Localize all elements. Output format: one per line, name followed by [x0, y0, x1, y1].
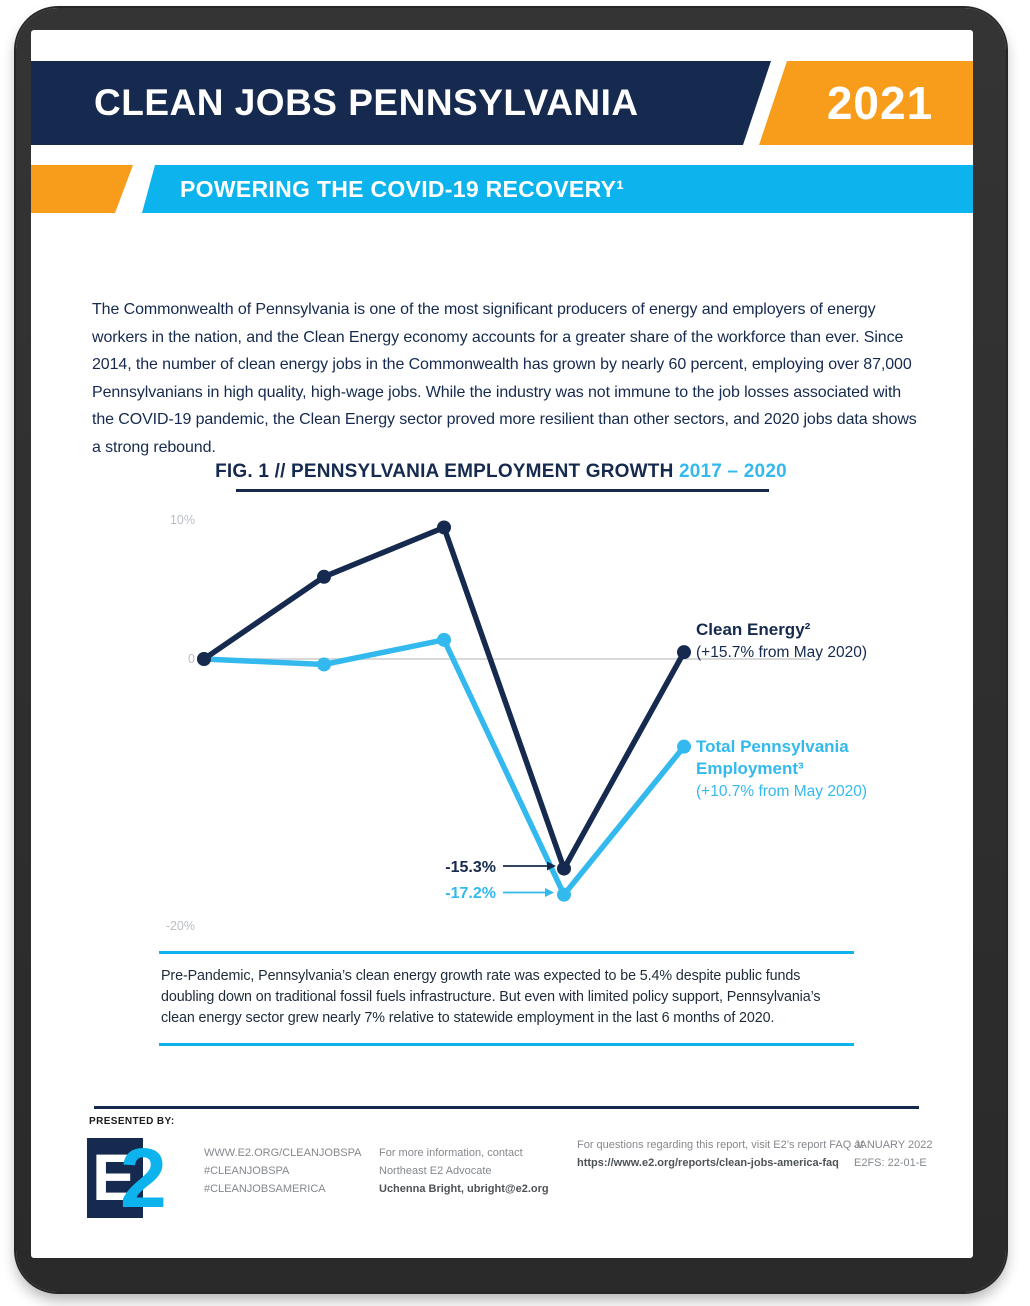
footer-links: WWW.E2.ORG/CLEANJOBSPA #CLEANJOBSPA #CLE… [204, 1144, 362, 1198]
data-point [677, 739, 691, 754]
subtitle-band: POWERING THE COVID-19 RECOVERY¹ [142, 165, 973, 213]
callout-box: Pre-Pandemic, Pennsylvania’s clean energ… [159, 951, 854, 1046]
logo-digit-2: 2 [120, 1131, 167, 1225]
trough-label-total-pa: -17.2% [445, 885, 496, 902]
footer-date: JANUARY 2022 [854, 1139, 933, 1151]
total-pa-label-line2: Employment³ [696, 759, 804, 778]
intro-paragraph: The Commonwealth of Pennsylvania is one … [92, 301, 917, 456]
presented-by-label: PRESENTED BY: [89, 1116, 175, 1127]
line-chart: 10% 0 -20% -15.3% -17.2% Clean Energy² (… [166, 513, 867, 933]
arrow-right-icon [503, 861, 556, 871]
faq-text: For questions regarding this report, vis… [577, 1139, 864, 1151]
hashtag-cleanjobsamerica: #CLEANJOBSAMERICA [204, 1183, 326, 1195]
faq-link[interactable]: https://www.e2.org/reports/clean-jobs-am… [577, 1157, 839, 1169]
clean-energy-note: (+15.7% from May 2020) [696, 644, 867, 661]
year-badge: 2021 [826, 77, 934, 129]
figure-title-years: 2017 – 2020 [679, 461, 787, 482]
footer-divider [94, 1106, 919, 1109]
series-line [203, 636, 687, 900]
contact-line-1: For more information, contact [379, 1147, 523, 1159]
data-point [317, 569, 331, 584]
footer-meta: JANUARY 2022 E2FS: 22-01-E [854, 1136, 932, 1172]
figure-title-underline [236, 489, 769, 492]
data-point [677, 645, 691, 660]
logo-letter-e: E [92, 1140, 137, 1214]
page-title: CLEAN JOBS PENNSYLVANIA [94, 82, 639, 123]
footer-code: E2FS: 22-01-E [854, 1157, 927, 1169]
total-pa-note: (+10.7% from May 2020) [696, 783, 867, 800]
clean-energy-label: Clean Energy² [696, 620, 811, 639]
figure-title-main: FIG. 1 // PENNSYLVANIA EMPLOYMENT GROWTH [215, 461, 679, 482]
website-link[interactable]: WWW.E2.ORG/CLEANJOBSPA [204, 1147, 362, 1159]
footer-faq: For questions regarding this report, vis… [577, 1136, 864, 1172]
y-tick-10: 10% [170, 513, 195, 527]
header-band: CLEAN JOBS PENNSYLVANIA [31, 61, 771, 145]
employment-growth-chart: 10% 0 -20% -15.3% -17.2% Clean Energy² (… [149, 500, 869, 950]
contact-email[interactable]: Uchenna Bright, ubright@e2.org [379, 1183, 549, 1195]
data-point [317, 657, 331, 672]
footer-contact: For more information, contact Northeast … [379, 1144, 549, 1198]
data-point [437, 520, 451, 535]
series-line [202, 523, 687, 876]
callout-text: Pre-Pandemic, Pennsylvania’s clean energ… [161, 968, 821, 1026]
logo-background [87, 1138, 143, 1218]
hashtag-cleanjobspa: #CLEANJOBSPA [204, 1165, 290, 1177]
trough-label-clean-energy: -15.3% [445, 859, 496, 876]
e2-logo: E 2 [87, 1131, 167, 1225]
series-layer [197, 520, 691, 902]
y-tick-neg20: -20% [166, 919, 195, 933]
contact-line-2: Northeast E2 Advocate [379, 1165, 492, 1177]
report-page: CLEAN JOBS PENNSYLVANIA 2021 POWERING TH… [31, 30, 973, 1258]
data-point [557, 861, 571, 876]
year-badge-band: 2021 [759, 61, 973, 145]
accent-stripe [31, 165, 133, 213]
data-point [557, 887, 571, 902]
figure-title: FIG. 1 // PENNSYLVANIA EMPLOYMENT GROWTH… [31, 461, 971, 483]
arrow-right-icon [503, 888, 554, 897]
total-pa-label-line1: Total Pennsylvania [696, 737, 849, 756]
data-point [197, 652, 211, 666]
y-tick-0: 0 [188, 652, 195, 666]
page-subtitle: POWERING THE COVID-19 RECOVERY¹ [180, 176, 625, 202]
data-point [437, 632, 451, 647]
